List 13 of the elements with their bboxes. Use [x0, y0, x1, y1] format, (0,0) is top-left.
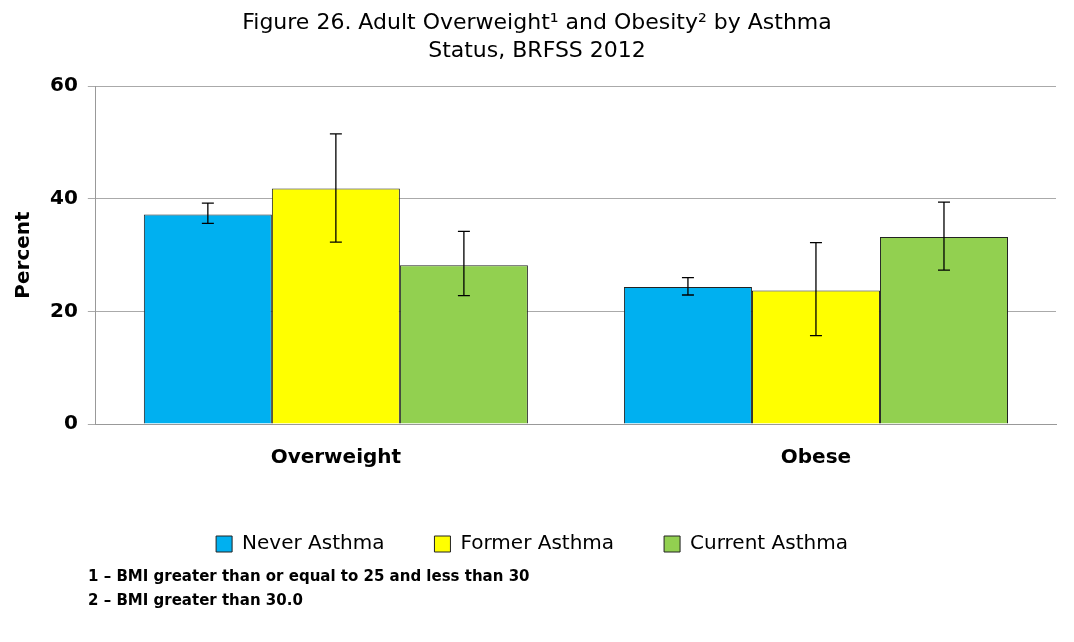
x-tick-label: Obese: [780, 444, 852, 469]
y-tick-label: 20: [49, 297, 78, 322]
x-tick-label: Overweight: [270, 444, 402, 469]
legend-label: Current Asthma: [690, 530, 848, 555]
y-axis-title: Percent: [10, 210, 35, 299]
chart-title: Figure 26. Adult Overweight¹ and Obesity² by Asthma Status, BRFSS 2012: [241, 8, 833, 64]
legend-label: Former Asthma: [460, 530, 615, 555]
y-tick-label: 40: [49, 184, 78, 209]
text: 1 – BMI greater than or equal to 25 and less than 30: [88, 566, 531, 587]
y-tick-label: 0: [63, 410, 78, 435]
legend-label: Never Asthma: [242, 530, 385, 555]
y-tick-label: 60: [49, 72, 78, 97]
text: 2 – BMI greater than 30.0: [88, 590, 304, 611]
